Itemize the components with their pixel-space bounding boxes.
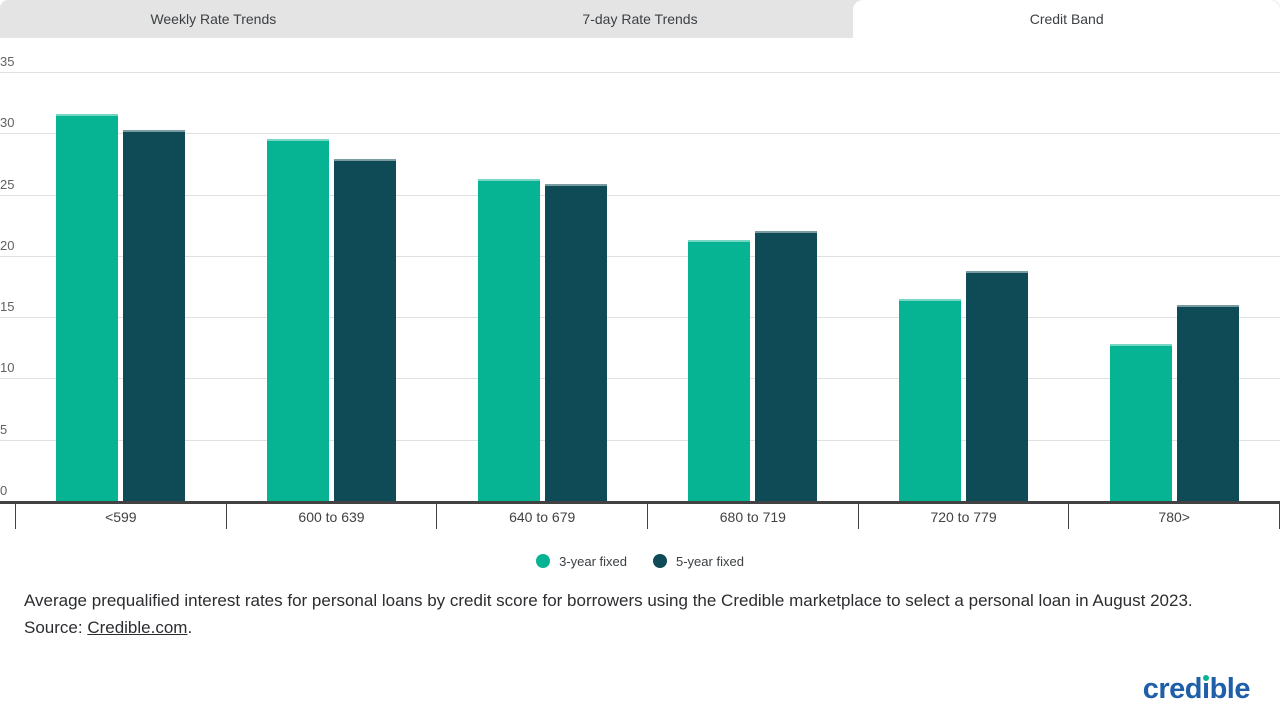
legend-dot-icon <box>536 554 551 568</box>
tab-weekly-rate-trends[interactable]: Weekly Rate Trends <box>0 0 427 38</box>
chart-caption: Average prequalified interest rates for … <box>24 587 1234 641</box>
caption-period: . <box>187 618 193 637</box>
x-axis-category-label: <599 <box>105 508 137 525</box>
bar-group-680 to 719 <box>647 38 858 501</box>
credible-com-link[interactable]: Credible.com <box>87 618 188 637</box>
logo-text: ble <box>1209 673 1251 705</box>
y-axis-label-25: 25 <box>0 176 15 192</box>
legend-label: 3-year fixed <box>559 553 627 569</box>
x-axis-category-boxes: <599 600 to 639 640 to 679 680 to 719 720 to… <box>15 504 1280 529</box>
bar-5-year-fixed-<599 <box>122 129 185 501</box>
logo-letter-i: ı <box>1202 673 1210 706</box>
x-axis-category-<599: <599 <box>15 504 226 529</box>
logo-i-dot-icon <box>1202 675 1209 681</box>
gridline-20 <box>0 255 1280 257</box>
gridline-25 <box>0 194 1280 196</box>
gridline-15 <box>0 317 1280 319</box>
logo-letter-i-stem: ı <box>1202 673 1210 705</box>
y-axis-label-15: 15 <box>0 299 15 315</box>
x-axis-category-label: 720 to 779 <box>930 508 997 525</box>
x-axis-category-label: 640 to 679 <box>509 508 576 525</box>
legend-item-3-year-fixed[interactable]: 3-year fixed <box>536 554 627 569</box>
bar-3-year-fixed-<599 <box>55 113 118 501</box>
tab-label: Weekly Rate Trends <box>150 11 277 27</box>
chart-legend: 3-year fixed 5-year fixed <box>0 551 1280 571</box>
gridline-10 <box>0 378 1280 380</box>
bar-3-year-fixed-720 to 779 <box>899 298 962 501</box>
bar-groups <box>15 38 1280 501</box>
x-axis-category-label: 600 to 639 <box>298 508 365 525</box>
y-axis-label-35: 35 <box>0 54 15 69</box>
caption-text: Average prequalified interest rates for … <box>24 591 1193 637</box>
gridline-35 <box>0 72 1280 73</box>
bar-group-720 to 779 <box>858 38 1069 501</box>
bar-group-600 to 639 <box>226 38 437 501</box>
credible-logo: credı ble <box>1142 673 1251 706</box>
x-axis-line <box>0 501 1280 504</box>
gridline-30 <box>0 133 1280 135</box>
bar-5-year-fixed-780> <box>1177 304 1240 501</box>
tab-credit-band[interactable]: Credit Band <box>853 0 1280 38</box>
bar-3-year-fixed-680 to 719 <box>688 239 751 501</box>
bar-5-year-fixed-720 to 779 <box>966 270 1029 501</box>
y-axis-label-20: 20 <box>0 237 15 253</box>
x-axis-category-780>: 780> <box>1068 504 1280 529</box>
y-axis-label-10: 10 <box>0 360 15 376</box>
gridline-5 <box>0 439 1280 441</box>
x-axis-category-label: 680 to 719 <box>719 508 786 525</box>
y-axis-label-5: 5 <box>0 421 8 437</box>
bar-3-year-fixed-780> <box>1110 344 1173 501</box>
tab-7-day-rate-trends[interactable]: 7-day Rate Trends <box>427 0 854 38</box>
legend-label: 5-year fixed <box>676 553 744 569</box>
bar-3-year-fixed-640 to 679 <box>477 178 540 501</box>
bar-group-640 to 679 <box>437 38 648 501</box>
bar-group-780> <box>1069 38 1280 501</box>
x-axis-category-600 to 639: 600 to 639 <box>225 504 437 529</box>
bar-5-year-fixed-600 to 639 <box>333 159 396 501</box>
x-axis-category-label: 780> <box>1158 508 1190 525</box>
bar-5-year-fixed-640 to 679 <box>544 183 607 501</box>
y-axis-label-30: 30 <box>0 115 15 131</box>
bar-3-year-fixed-600 to 639 <box>266 139 329 501</box>
x-axis-category-680 to 719: 680 to 719 <box>647 504 858 529</box>
tab-label: Credit Band <box>1029 11 1104 27</box>
legend-dot-icon <box>653 554 667 568</box>
bar-5-year-fixed-680 to 719 <box>755 231 818 501</box>
tab-label: 7-day Rate Trends <box>582 11 698 27</box>
y-axis-label-0: 0 <box>0 483 8 498</box>
plot-area: 0 5 10 15 20 25 30 35 <box>0 38 1280 504</box>
x-axis-category-640 to 679: 640 to 679 <box>436 504 647 529</box>
legend-item-5-year-fixed[interactable]: 5-year fixed <box>653 554 744 569</box>
bar-group-<599 <box>15 38 226 501</box>
tab-bar: Weekly Rate Trends 7-day Rate Trends Cre… <box>0 0 1280 38</box>
x-axis-category-720 to 779: 720 to 779 <box>857 504 1069 529</box>
logo-text: cred <box>1142 673 1203 705</box>
